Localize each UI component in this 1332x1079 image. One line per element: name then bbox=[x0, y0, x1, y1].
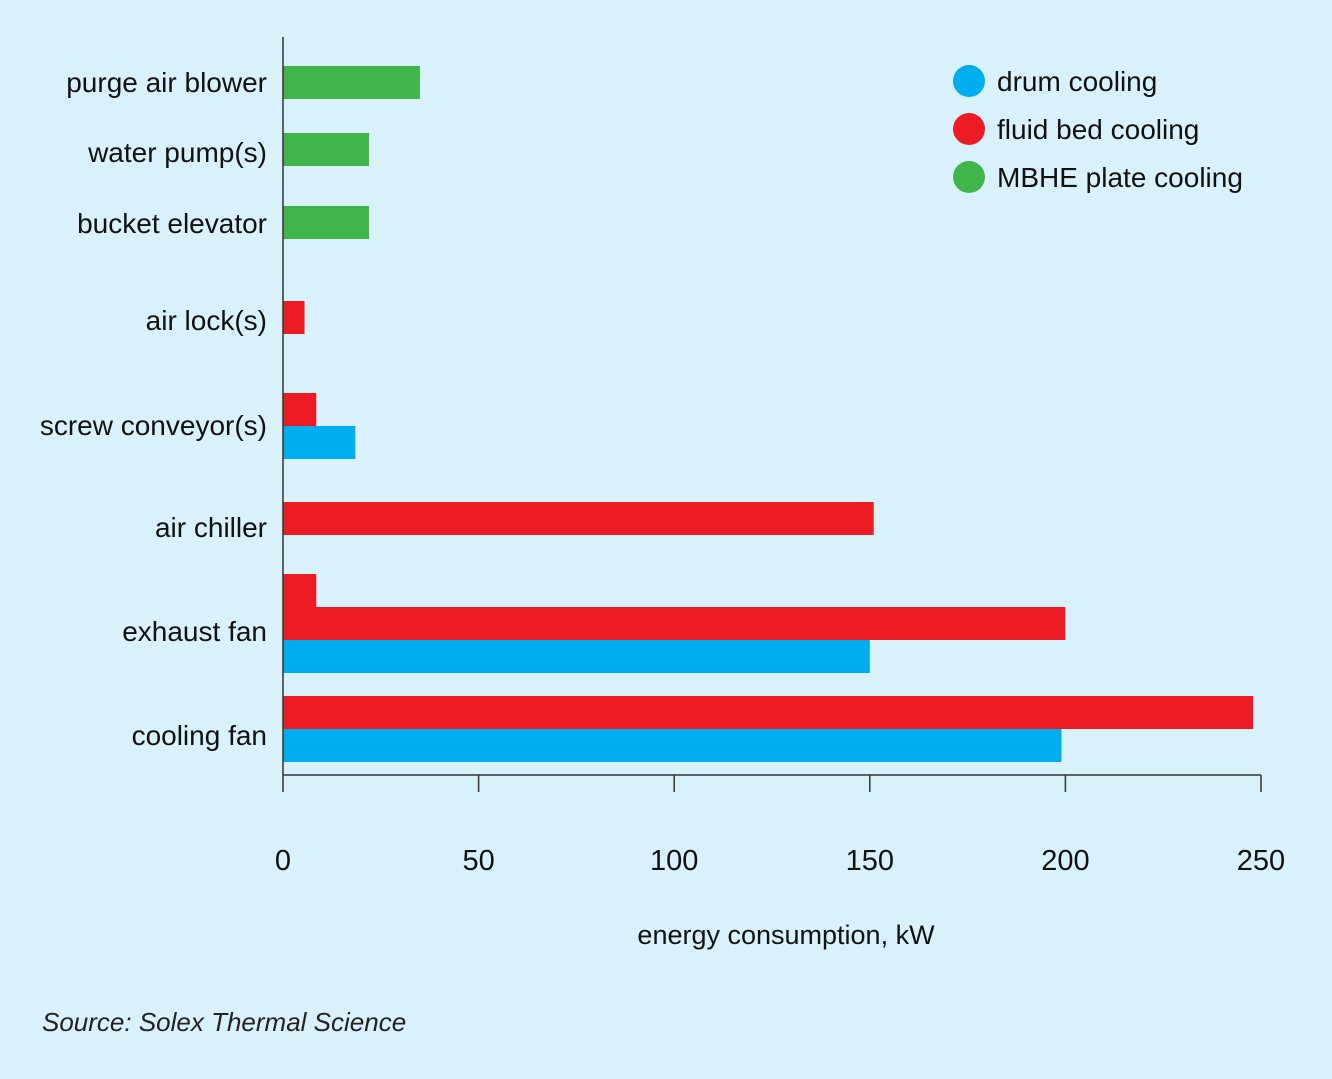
legend-label-mbhe-plate-cooling: MBHE plate cooling bbox=[997, 162, 1243, 193]
category-label-water-pump-s: water pump(s) bbox=[87, 137, 267, 168]
bar-air-lock-s-fluid-bed-cooling bbox=[283, 301, 305, 334]
x-tick-label-0: 0 bbox=[275, 845, 291, 877]
legend-swatch-fluid-bed-cooling bbox=[953, 113, 985, 145]
category-labels: purge air blower water pump(s) bucket elev… bbox=[40, 67, 267, 751]
category-label-bucket-elevator: bucket elevator bbox=[77, 208, 267, 239]
source-note: Source: Solex Thermal Science bbox=[42, 1007, 407, 1037]
x-tick-label-250: 250 bbox=[1237, 845, 1285, 877]
category-label-exhaust-fan: exhaust fan bbox=[122, 616, 267, 647]
legend-label-drum-cooling: drum cooling bbox=[997, 66, 1157, 97]
legend: drum cooling fluid bed cooling MBHE plate … bbox=[953, 65, 1243, 193]
category-label-air-chiller: air chiller bbox=[155, 512, 267, 543]
x-axis-title: energy consumption, kW bbox=[637, 920, 935, 950]
bar-air-chiller-fluid-bed-cooling bbox=[283, 502, 874, 535]
x-tick-label-100: 100 bbox=[650, 845, 698, 877]
bar-exhaust-fan-fluid-bed-cooling bbox=[283, 574, 317, 607]
bar-exhaust-fan-drum-cooling bbox=[283, 640, 870, 673]
x-tick-label-150: 150 bbox=[846, 845, 894, 877]
x-tick-label-50: 50 bbox=[462, 845, 494, 877]
bar-exhaust-fan-fluid-bed-cooling bbox=[283, 607, 1066, 640]
bar-cooling-fan-drum-cooling bbox=[283, 729, 1062, 762]
category-label-screw-conveyor-s: screw conveyor(s) bbox=[40, 410, 267, 441]
bar-screw-conveyor-s-drum-cooling bbox=[283, 426, 356, 459]
category-label-cooling-fan: cooling fan bbox=[132, 720, 267, 751]
x-tick-label-200: 200 bbox=[1041, 845, 1089, 877]
category-label-purge-air-blower: purge air blower bbox=[66, 67, 267, 98]
bar-water-pump-s-mbhe-plate-cooling bbox=[283, 133, 370, 166]
legend-swatch-mbhe-plate-cooling bbox=[953, 161, 985, 193]
bars-layer bbox=[283, 66, 1254, 762]
legend-label-fluid-bed-cooling: fluid bed cooling bbox=[997, 114, 1199, 145]
category-label-air-lock-s: air lock(s) bbox=[146, 305, 267, 336]
bar-bucket-elevator-mbhe-plate-cooling bbox=[283, 206, 370, 239]
legend-swatch-drum-cooling bbox=[953, 65, 985, 97]
bar-cooling-fan-fluid-bed-cooling bbox=[283, 696, 1254, 729]
x-ticks: 0 50 100 150 200 250 bbox=[275, 775, 1285, 877]
bar-purge-air-blower-mbhe-plate-cooling bbox=[283, 66, 420, 99]
bar-screw-conveyor-s-fluid-bed-cooling bbox=[283, 393, 317, 426]
axes-layer bbox=[282, 37, 1261, 776]
